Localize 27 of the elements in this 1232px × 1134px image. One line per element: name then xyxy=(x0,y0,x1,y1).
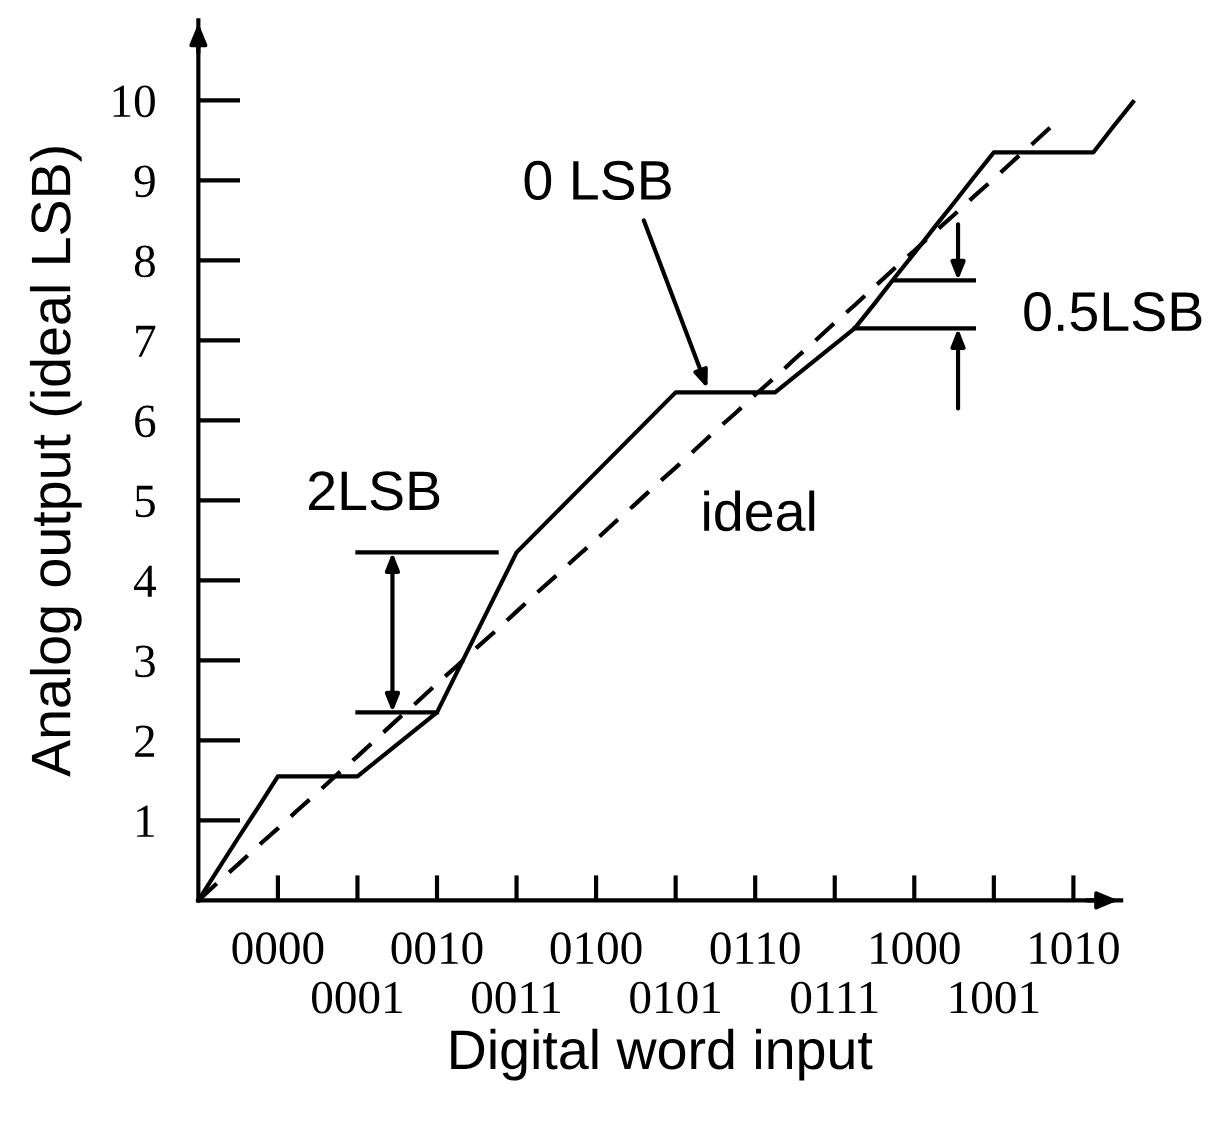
x-tick-label: 1010 xyxy=(1030,932,1119,965)
x-axis-title: Digital word input xyxy=(451,1028,873,1081)
x-tick-label: 0110 xyxy=(710,932,800,965)
x-tick-label: 0011 xyxy=(472,981,561,1014)
x-tick-label: 0101 xyxy=(630,981,721,1014)
x-tick-label: 0000 xyxy=(232,932,324,965)
annotation: 2LSB xyxy=(309,471,440,511)
y-tick-label: 10 xyxy=(113,85,155,118)
y-tick-label: 1 xyxy=(137,805,154,837)
y-tick-label: 6 xyxy=(135,405,156,438)
y-axis-title: Analog output (ideal LSB) xyxy=(29,147,82,777)
y-tick-label: 3 xyxy=(135,645,155,678)
x-tick-label: 1000 xyxy=(871,932,960,965)
x-tick-label: 0001 xyxy=(312,981,402,1014)
y-tick-label: 4 xyxy=(134,565,156,597)
annotation: 0.5LSB xyxy=(1024,291,1202,332)
x-tick-label: 0111 xyxy=(791,981,878,1014)
y-tick-label: 2 xyxy=(135,725,155,757)
x-tick-label: 0010 xyxy=(391,932,483,965)
x-tick-label: 0100 xyxy=(550,932,642,965)
y-tick-label: 9 xyxy=(134,165,155,198)
annotation: ideal xyxy=(704,490,815,532)
x-tick-label: 1001 xyxy=(950,981,1039,1014)
annotation: 0 LSB xyxy=(524,160,671,201)
y-tick-label: 7 xyxy=(136,325,156,357)
y-tick-label: 5 xyxy=(135,485,155,518)
y-tick-label: 8 xyxy=(134,245,155,278)
